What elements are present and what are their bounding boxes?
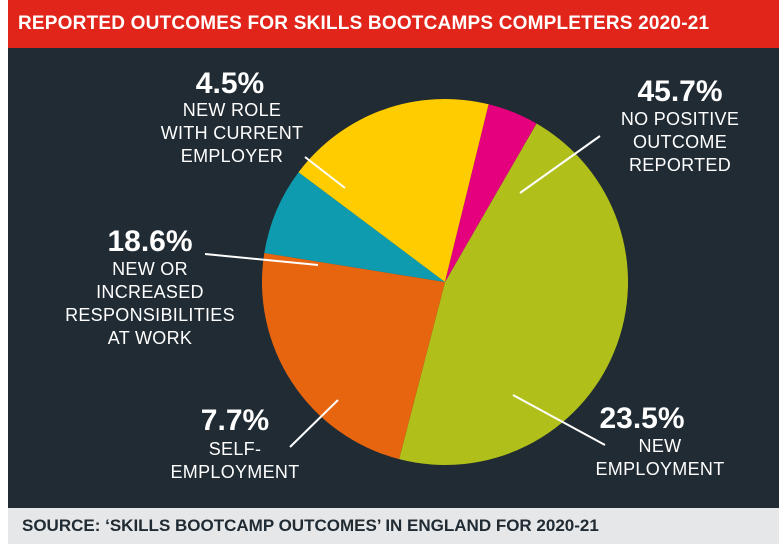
leader-line xyxy=(204,253,319,266)
chart-source: SOURCE: ‘SKILLS BOOTCAMP OUTCOMES’ IN EN… xyxy=(8,508,779,544)
slice-category-label: WITH CURRENT xyxy=(161,123,304,143)
slice-category-label: EMPLOYER xyxy=(181,146,283,166)
leader-line xyxy=(289,399,339,448)
pie-slice xyxy=(264,172,445,282)
slice-category-label: RESPONSIBILITIES xyxy=(65,305,235,325)
leader-line xyxy=(304,156,346,189)
slice-percent-label: 23.5% xyxy=(599,402,684,435)
slice-category-label: NEW ROLE xyxy=(183,100,281,120)
slice-category-label: OUTCOME xyxy=(633,132,727,152)
slice-category-label: NO POSITIVE xyxy=(621,109,739,129)
chart-title: REPORTED OUTCOMES FOR SKILLS BOOTCAMPS C… xyxy=(8,0,779,48)
pie-slice xyxy=(445,104,537,282)
slice-category-label: REPORTED xyxy=(629,155,731,175)
slice-percent-label: 4.5% xyxy=(196,67,264,100)
slice-percent-label: 7.7% xyxy=(201,404,269,437)
slice-category-label: AT WORK xyxy=(108,328,192,348)
slice-category-label: NEW xyxy=(639,436,682,456)
slice-category-label: SELF- xyxy=(209,439,262,459)
slice-category-label: EMPLOYMENT xyxy=(170,462,299,482)
slice-category-label: NEW OR xyxy=(112,259,188,279)
leader-line xyxy=(519,135,601,194)
slice-percent-label: 45.7% xyxy=(637,75,722,108)
pie-slice xyxy=(261,252,445,460)
pie-slice xyxy=(399,123,629,466)
slice-percent-label: 18.6% xyxy=(107,225,192,258)
leader-line xyxy=(512,394,606,446)
pie-slice xyxy=(298,98,489,282)
slice-category-label: EMPLOYMENT xyxy=(595,459,724,479)
slice-category-label: INCREASED xyxy=(96,282,204,302)
pie-chart: 45.7%NO POSITIVE OUTCOME REPORTED 23.5%NEW E… xyxy=(65,67,739,482)
